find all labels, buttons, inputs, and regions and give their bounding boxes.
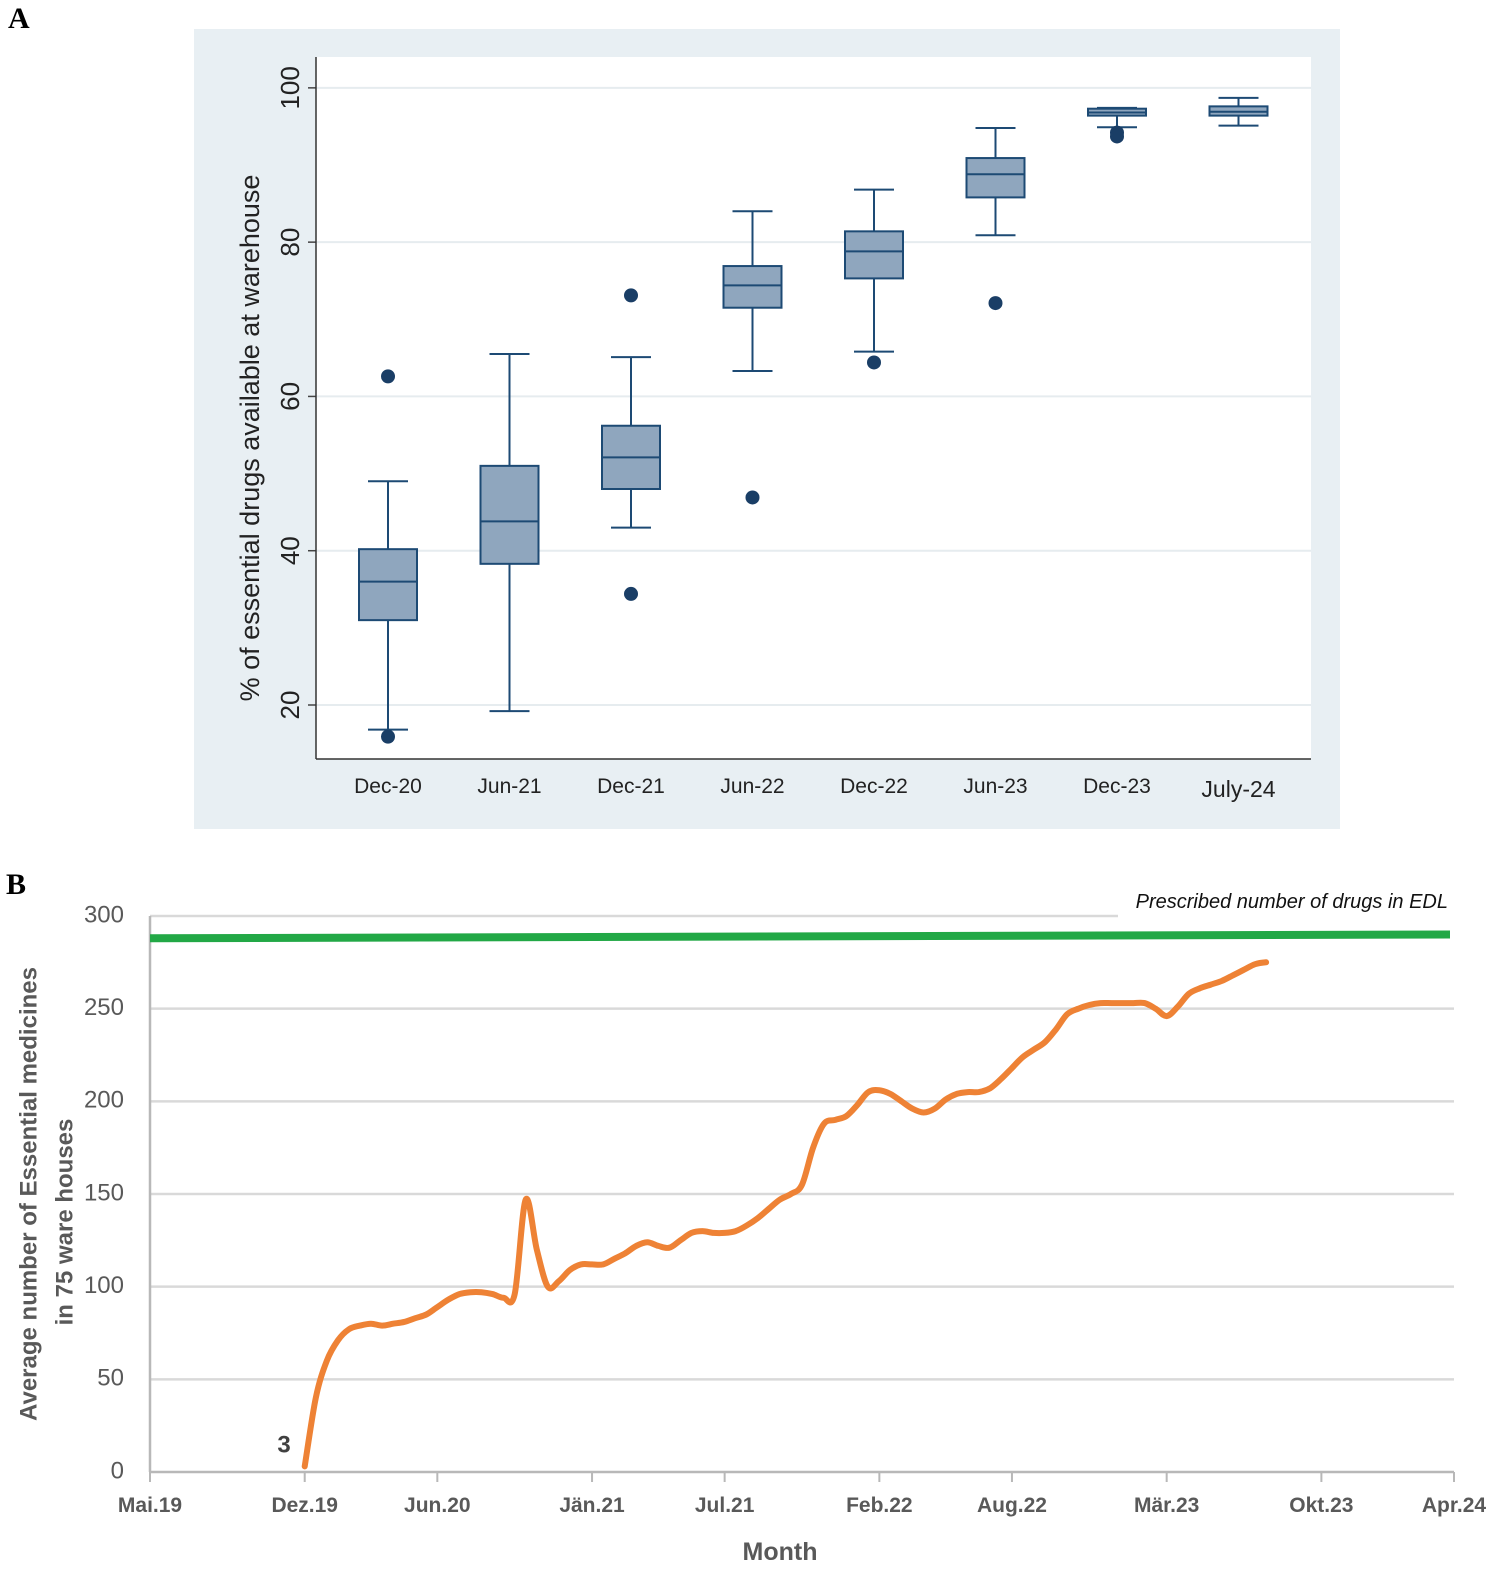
x-axis-title-b: Month (743, 1538, 818, 1566)
outlier-point (988, 296, 1003, 311)
outlier-point (1110, 129, 1124, 144)
box-dec-21 (601, 288, 661, 601)
x-tick-label-b: Mär.23 (1134, 1494, 1199, 1517)
panel-a-letter: A (8, 2, 30, 35)
x-tick-label-b: Jän.21 (559, 1494, 625, 1517)
box-dec-20 (358, 369, 418, 744)
y-tick-label-b: 150 (84, 1179, 124, 1206)
x-tick-label-a: Dec-20 (354, 775, 422, 798)
box-iqr (844, 230, 904, 280)
x-tick-label-a: Dec-23 (1083, 775, 1151, 798)
outlier-point (745, 490, 760, 505)
y-axis-title-b-line1: Average number of Essential medicines (15, 967, 42, 1421)
data-label-start: 3 (277, 1431, 290, 1458)
y-tick-label-a: 80 (275, 228, 305, 257)
outlier-point (867, 355, 881, 370)
y-tick-label-b: 50 (97, 1365, 124, 1392)
y-axis-title-b-line2: in 75 ware houses (51, 1119, 78, 1326)
box-iqr (479, 464, 540, 565)
x-tick-label-b: Okt.23 (1289, 1494, 1353, 1517)
x-tick-label-a: Jun-23 (963, 775, 1027, 798)
box-jun-23 (965, 126, 1026, 311)
box-iqr (722, 265, 783, 309)
x-tick-label-b: Mai.19 (118, 1494, 182, 1517)
box-jun-21 (479, 353, 540, 713)
x-tick-label-b: Feb.22 (846, 1494, 913, 1517)
y-tick-label-b: 300 (84, 901, 124, 928)
y-tick-label-b: 250 (84, 994, 124, 1021)
y-tick-label-b: 0 (111, 1457, 124, 1484)
box-july-24 (1208, 96, 1269, 127)
x-tick-label-b: Apr.24 (1422, 1494, 1487, 1517)
x-tick-label-a: Jun-22 (720, 775, 784, 798)
x-tick-label-a: July-24 (1201, 776, 1275, 802)
reference-line-label: Prescribed number of drugs in EDL (1136, 891, 1448, 913)
box-iqr (358, 548, 418, 622)
outlier-point (381, 729, 395, 744)
y-axis-title-a: % of essential drugs available at wareho… (235, 175, 265, 702)
x-tick-label-a: Jun-21 (477, 775, 541, 798)
outlier-point (624, 288, 638, 303)
outlier-point (381, 369, 395, 384)
box-iqr (965, 157, 1026, 199)
box-jun-22 (722, 210, 783, 505)
y-tick-label-a: 60 (275, 382, 305, 411)
series-line-essential-medicines (301, 959, 1270, 1470)
x-tick-label-a: Dec-22 (840, 775, 908, 798)
x-tick-label-a: Dec-21 (597, 775, 665, 798)
y-tick-label-a: 20 (275, 691, 305, 720)
y-tick-label-b: 200 (84, 1087, 124, 1114)
x-tick-label-b: Jun.20 (404, 1494, 471, 1517)
box-plot-chart: 20 40 60 80 100 % of essential drugs availabl… (194, 29, 1340, 829)
reference-line-edl (149, 930, 1451, 943)
outlier-point (624, 586, 638, 601)
panel-b-letter: B (6, 868, 27, 901)
x-tick-label-b: Aug.22 (977, 1494, 1047, 1517)
y-tick-label-b: 100 (84, 1272, 124, 1299)
box-dec-23 (1087, 106, 1147, 144)
y-tick-label-a: 100 (275, 66, 305, 109)
x-tick-label-b: Dez.19 (271, 1494, 338, 1517)
box-dec-22 (844, 188, 904, 370)
y-tick-label-a: 40 (275, 536, 305, 565)
x-tick-label-b: Jul.21 (695, 1494, 755, 1517)
plot-a-area (316, 57, 1311, 759)
